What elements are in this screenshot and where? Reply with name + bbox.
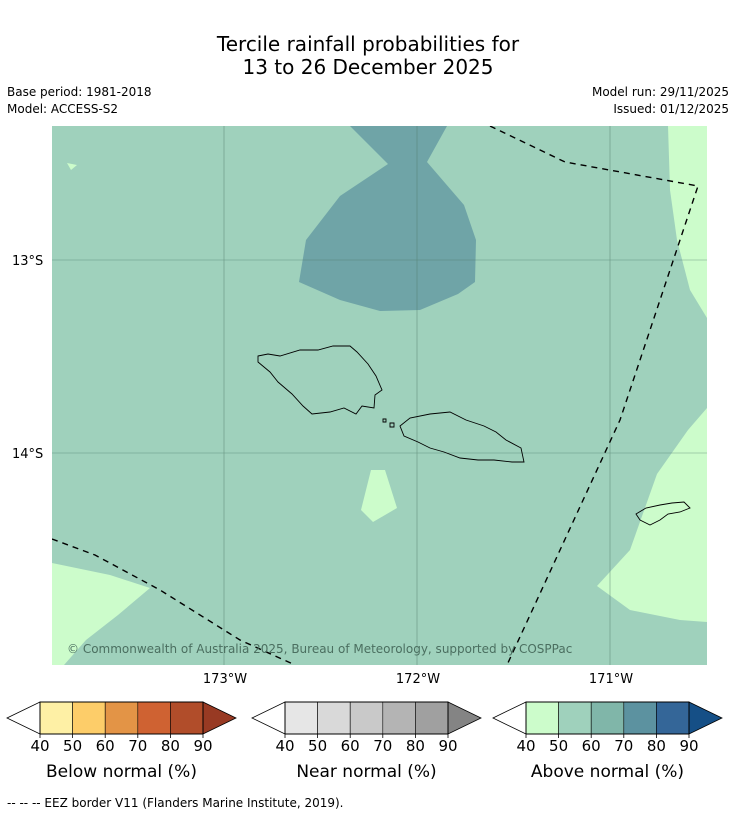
above-normal-colorbar-tick-label: 70 bbox=[614, 737, 633, 755]
near-normal-colorbar-tick-label: 60 bbox=[341, 737, 360, 755]
above-normal-colorbar-tick-label: 40 bbox=[516, 737, 535, 755]
near-normal-colorbar-tick-label: 70 bbox=[373, 737, 392, 755]
near-normal-colorbar-segment bbox=[349, 701, 384, 735]
near-normal-colorbar-segment bbox=[317, 701, 351, 735]
below-normal-colorbar-tick-label: 80 bbox=[161, 737, 180, 755]
below-normal-colorbar-segment bbox=[137, 701, 171, 735]
map-title-line-2: 13 to 26 December 2025 bbox=[242, 55, 494, 79]
below-normal-colorbar-segment bbox=[72, 701, 106, 735]
above-40-region-east-south bbox=[597, 408, 707, 622]
near-normal-colorbar-segment bbox=[382, 701, 416, 735]
model-label: Model: ACCESS-S2 bbox=[7, 102, 119, 116]
near-normal-colorbar-outline bbox=[284, 701, 449, 735]
below-normal-legend-label: Below normal (%) bbox=[46, 762, 197, 782]
below-normal-colorbar-segment bbox=[170, 701, 204, 735]
below-normal-colorbar-tick-label: 60 bbox=[96, 737, 115, 755]
above-normal-legend-label: Above normal (%) bbox=[530, 762, 685, 782]
graticule bbox=[52, 126, 707, 665]
near-normal-colorbar-tick-label: 50 bbox=[308, 737, 327, 755]
eez-border bbox=[52, 126, 699, 665]
savaii-island bbox=[257, 345, 383, 415]
apolima-island bbox=[382, 418, 387, 423]
near-normal-colorbar-tick-label: 80 bbox=[406, 737, 425, 755]
below-normal-colorbar-segment bbox=[39, 701, 73, 735]
near-normal-colorbar-segment bbox=[415, 701, 449, 735]
lat-label-13s: 13°S bbox=[12, 254, 43, 269]
above-normal-colorbar-low-extend bbox=[492, 701, 527, 735]
eez-border-note: -- -- -- EEZ border V11 (Flanders Marine… bbox=[7, 796, 344, 810]
below-normal-colorbar-low-extend bbox=[6, 701, 41, 735]
below-normal-colorbar-tick-label: 70 bbox=[128, 737, 147, 755]
lon-label-171w: 171°W bbox=[589, 672, 633, 687]
near-normal-colorbar-high-extend bbox=[447, 701, 482, 735]
above-70-region bbox=[299, 126, 476, 311]
colorbar-legends: 40 50 60 70 80 90 40 50 60 70 80 90 40 50 60 70 80 90 bbox=[6, 701, 723, 755]
above-normal-colorbar-segment bbox=[590, 701, 625, 735]
model-run-label: Model run: 29/11/2025 bbox=[591, 85, 729, 99]
above-40-region-central bbox=[361, 470, 397, 522]
map-title-line-1: Tercile rainfall probabilities for bbox=[216, 32, 520, 56]
below-normal-colorbar-tick-label: 90 bbox=[193, 737, 212, 755]
above-normal-colorbar-segment bbox=[525, 701, 559, 735]
below-normal-colorbar-segment bbox=[104, 701, 139, 735]
above-normal-colorbar-tick-label: 80 bbox=[647, 737, 666, 755]
above-40-region-southwest bbox=[52, 563, 150, 665]
map-panel: © Commonwealth of Australia 2025, Bureau… bbox=[52, 126, 707, 665]
lat-label-14s: 14°S bbox=[12, 447, 43, 462]
above-normal-colorbar-tick-label: 50 bbox=[549, 737, 568, 755]
above-normal-colorbar-segment bbox=[623, 701, 657, 735]
above-normal-colorbar-high-extend bbox=[688, 701, 723, 735]
base-period-label: Base period: 1981-2018 bbox=[7, 85, 152, 99]
copyright-notice: © Commonwealth of Australia 2025, Bureau… bbox=[67, 642, 572, 656]
upolu-island bbox=[399, 411, 525, 463]
near-normal-colorbar-low-extend bbox=[251, 701, 286, 735]
near-normal-colorbar-tick-label: 90 bbox=[438, 737, 457, 755]
below-normal-colorbar-outline bbox=[39, 701, 204, 735]
manono-island bbox=[389, 422, 395, 428]
above-normal-colorbar-outline bbox=[525, 701, 690, 735]
issued-label: Issued: 01/12/2025 bbox=[613, 102, 729, 116]
above-40-region-speck bbox=[67, 163, 77, 170]
above-normal-colorbar-tick-label: 90 bbox=[679, 737, 698, 755]
island-outlines bbox=[257, 345, 691, 526]
above-40-region-east-north bbox=[668, 126, 707, 318]
near-normal-colorbar-tick-label: 40 bbox=[275, 737, 294, 755]
above-normal-colorbar-tick-label: 60 bbox=[582, 737, 601, 755]
below-normal-colorbar-tick-label: 50 bbox=[63, 737, 82, 755]
below-normal-colorbar-tick-label: 40 bbox=[30, 737, 49, 755]
below-normal-colorbar-high-extend bbox=[202, 701, 237, 735]
above-normal-colorbar-segment bbox=[558, 701, 592, 735]
near-normal-colorbar-segment bbox=[284, 701, 318, 735]
lon-label-172w: 172°W bbox=[396, 672, 440, 687]
tutuila-island bbox=[635, 501, 691, 526]
above-normal-colorbar-segment bbox=[656, 701, 690, 735]
lon-label-173w: 173°W bbox=[203, 672, 247, 687]
near-normal-legend-label: Near normal (%) bbox=[296, 762, 437, 782]
